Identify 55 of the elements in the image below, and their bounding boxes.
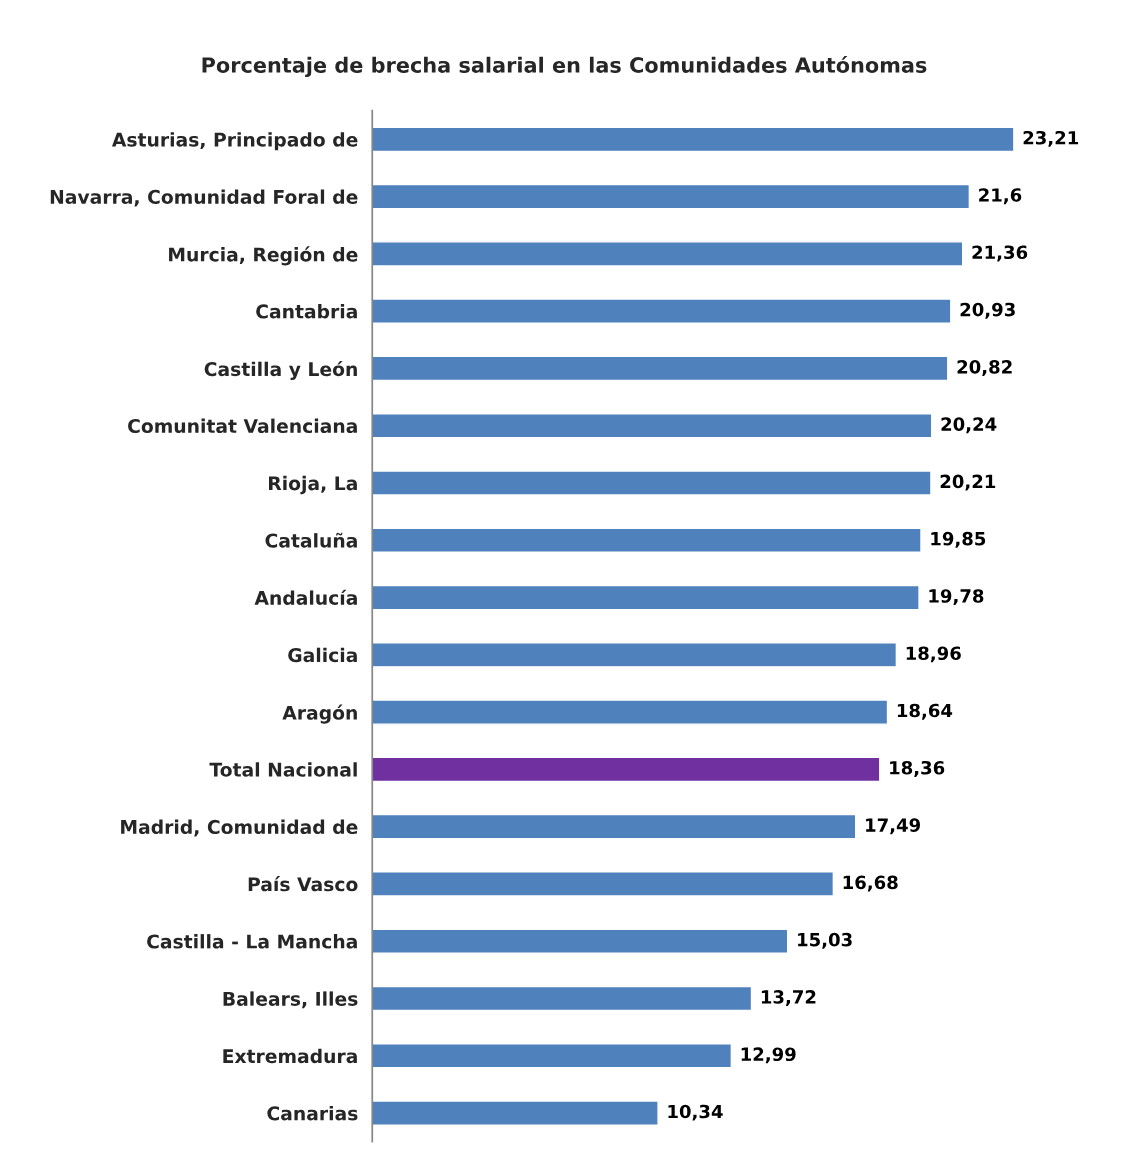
y-tick-label: Extremadura — [223, 1048, 357, 1064]
y-tick-label: Castilla - La Mancha — [147, 934, 357, 949]
bar — [372, 470, 932, 496]
bar — [372, 699, 889, 725]
data-label: 21,36 — [972, 245, 1028, 262]
data-label: 18,96 — [906, 646, 961, 663]
bar — [372, 584, 920, 611]
bar — [372, 355, 949, 382]
bar — [372, 1043, 733, 1069]
bar — [372, 412, 933, 439]
bar — [372, 527, 922, 553]
bar — [372, 1100, 659, 1126]
y-tick-label: Canarias — [267, 1105, 358, 1121]
bar — [372, 813, 857, 840]
data-label: 19,78 — [929, 589, 984, 606]
y-tick-label: País Vasco — [248, 876, 358, 892]
y-tick-label: Rioja, La — [269, 475, 357, 495]
bar — [372, 241, 964, 267]
data-label: 15,03 — [798, 932, 852, 949]
bar — [372, 642, 898, 668]
bar — [372, 298, 952, 324]
data-label: 18,64 — [897, 703, 953, 720]
data-label: 20,82 — [957, 360, 1012, 376]
bar — [372, 985, 753, 1012]
data-label: 20,93 — [960, 302, 1015, 319]
data-label: 21,6 — [979, 188, 1022, 205]
y-tick-label: Aragón — [282, 704, 357, 724]
bar — [372, 871, 835, 897]
y-tick-label: Galicia — [288, 647, 357, 663]
y-tick-label: Castilla y León — [204, 360, 357, 380]
bar — [372, 756, 881, 783]
data-label: 13,72 — [761, 990, 816, 1007]
y-tick-label: Murcia, Región de — [169, 246, 358, 266]
bar — [372, 126, 1015, 153]
data-label: 17,49 — [866, 818, 921, 835]
y-tick-label: Cataluña — [265, 532, 357, 548]
data-label: 20,24 — [941, 417, 997, 434]
y-tick-label: Total Nacional — [209, 762, 357, 777]
data-label: 16,68 — [843, 875, 898, 892]
y-tick-label: Navarra, Comunidad Foral de — [50, 189, 358, 207]
bar — [372, 928, 789, 954]
data-label: 20,21 — [940, 474, 996, 491]
y-tick-label: Madrid, Comunidad de — [121, 819, 358, 837]
y-tick-label: Andalucía — [254, 589, 357, 605]
y-tick-label: Cantabria — [256, 304, 357, 319]
chart-title: Porcentaje de brecha salarial en las Comunidades Autónomas — [202, 55, 927, 78]
y-tick-label: Asturias, Principado de — [111, 132, 358, 151]
y-tick-label: Balears, Illes — [223, 991, 358, 1009]
data-label: 18,36 — [890, 760, 945, 777]
data-label: 10,34 — [668, 1104, 723, 1121]
data-label: 19,85 — [931, 531, 986, 548]
data-label: 12,99 — [741, 1047, 796, 1064]
y-tick-label: Comunitat Valenciana — [128, 418, 357, 434]
data-label: 23,21 — [1023, 130, 1079, 147]
bar — [372, 183, 971, 210]
